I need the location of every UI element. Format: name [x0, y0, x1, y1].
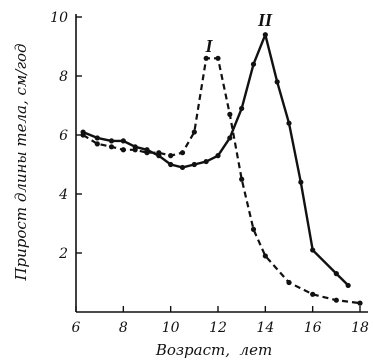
point-II-2 [108, 138, 115, 144]
y-axis-label: Прирост длины тела, см/год [12, 43, 30, 281]
series-label-I: I [204, 36, 213, 56]
point-I-13 [239, 176, 245, 182]
point-I-3 [120, 147, 126, 153]
point-I-10 [203, 55, 209, 61]
point-I-14 [250, 226, 257, 232]
point-I-11 [215, 55, 221, 61]
series-line-I [82, 57, 361, 305]
point-II-7 [168, 161, 174, 168]
y-tick-label-4: 4 [58, 187, 68, 203]
point-II-4 [132, 144, 138, 150]
point-II-3 [120, 138, 126, 144]
point-II-17 [286, 120, 292, 126]
x-tick-label-10: 10 [162, 320, 180, 336]
point-I-19 [357, 300, 363, 306]
point-II-0 [80, 129, 86, 135]
point-II-20 [333, 271, 339, 277]
point-I-8 [179, 150, 186, 156]
points-group [80, 32, 363, 306]
point-I-7 [168, 153, 174, 159]
point-I-1 [94, 141, 100, 147]
axes [75, 14, 368, 313]
point-I-15 [262, 253, 268, 259]
y-tick-label-8: 8 [59, 69, 68, 85]
point-II-13 [239, 105, 245, 112]
point-II-9 [191, 161, 197, 168]
y-tick-label-10: 10 [50, 10, 68, 26]
point-I-18 [333, 297, 339, 303]
y-tick-label-2: 2 [58, 246, 68, 262]
point-II-8 [179, 164, 186, 171]
point-I-12 [227, 111, 233, 117]
series-line-II [82, 33, 350, 287]
point-II-12 [227, 135, 233, 141]
point-II-19 [310, 247, 316, 253]
y-tick-label-6: 6 [59, 128, 68, 144]
x-axis-label: Возраст, лет [155, 341, 272, 359]
x-ticks: 6 8 10 12 14 16 18 [72, 306, 369, 336]
point-II-5 [144, 147, 150, 153]
point-II-15 [262, 32, 268, 38]
x-tick-label-6: 6 [72, 320, 81, 336]
point-II-10 [203, 158, 209, 165]
point-I-2 [108, 144, 115, 150]
point-II-1 [94, 135, 100, 141]
x-tick-label-16: 16 [304, 320, 322, 336]
point-II-11 [215, 153, 221, 159]
x-tick-label-14: 14 [256, 320, 274, 336]
x-tick-label-12: 12 [209, 320, 227, 336]
point-I-17 [310, 291, 316, 297]
point-I-9 [191, 129, 197, 135]
x-tick-label-8: 8 [119, 320, 128, 336]
x-tick-label-18: 18 [351, 320, 369, 336]
series-label-II: II [257, 10, 273, 30]
point-II-21 [345, 282, 351, 289]
series-group [82, 33, 361, 305]
point-I-16 [286, 279, 292, 286]
y-ticks: 2 4 6 8 10 [50, 10, 82, 262]
point-II-16 [274, 79, 280, 85]
point-II-18 [298, 179, 304, 185]
point-II-6 [156, 153, 162, 159]
point-II-14 [250, 61, 257, 67]
